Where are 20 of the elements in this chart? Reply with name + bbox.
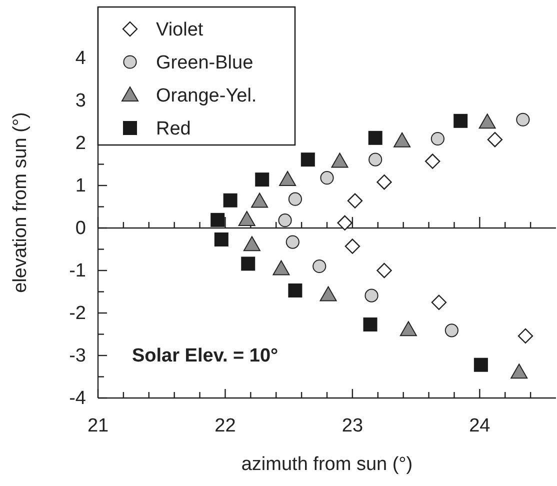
y-tick-label: 2 xyxy=(75,133,86,154)
y-tick-label: -4 xyxy=(69,388,86,410)
annotation: Solar Elev. = 10° xyxy=(132,345,278,366)
y-tick-label: 1 xyxy=(75,176,86,197)
y-axis-title: elevation from sun (°) xyxy=(10,112,31,293)
x-tick-label: 23 xyxy=(342,415,364,436)
x-tick-label: 22 xyxy=(214,415,236,436)
x-tick-label: 24 xyxy=(469,415,491,436)
legend-label: Green-Blue xyxy=(156,52,254,74)
legend-label: Violet xyxy=(156,20,204,41)
x-axis-title: azimuth from sun (°) xyxy=(241,454,413,475)
y-tick-label: -2 xyxy=(69,303,86,324)
y-tick-label: 4 xyxy=(75,48,86,70)
x-tick-label: 21 xyxy=(87,415,109,436)
y-tick-label: -3 xyxy=(69,346,86,367)
y-tick-label: 3 xyxy=(75,90,86,112)
y-tick-label: -1 xyxy=(69,260,86,282)
legend-label: Orange-Yel. xyxy=(156,86,257,107)
y-tick-label: 0 xyxy=(75,218,86,240)
legend-label: Red xyxy=(156,118,191,140)
